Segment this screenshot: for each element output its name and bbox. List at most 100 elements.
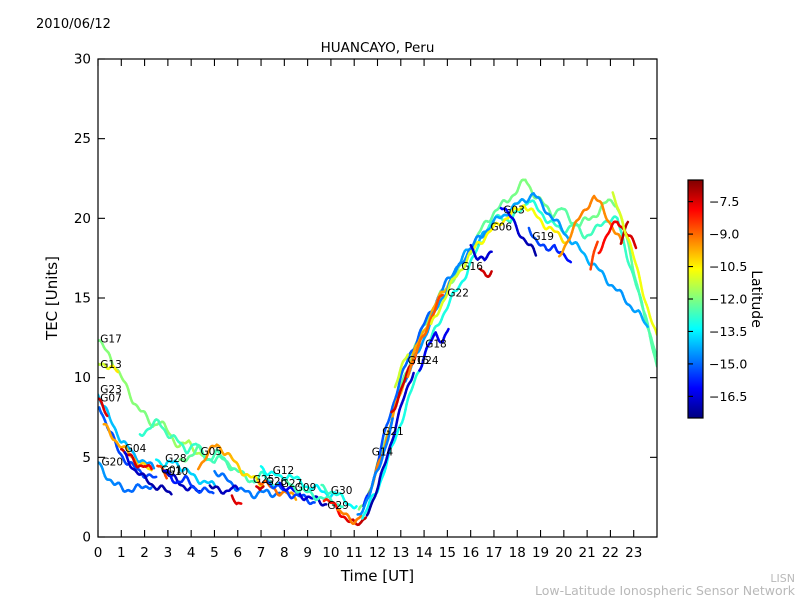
watermark-lisn: LISN	[770, 572, 795, 585]
satellite-track	[499, 206, 538, 257]
satellite-label: G19	[532, 231, 554, 243]
satellite-track	[165, 468, 215, 495]
x-tick-label: 6	[233, 545, 242, 561]
x-tick-label: 9	[303, 545, 312, 561]
satellite-track	[208, 484, 239, 495]
colorbar-tick-label: −15.0	[709, 356, 747, 371]
satellite-track	[255, 485, 265, 491]
satellite-label: G12	[273, 465, 295, 477]
x-tick-label: 15	[439, 545, 456, 561]
date-label: 2010/06/12	[36, 17, 111, 32]
satellite-label: G01	[161, 464, 183, 476]
satellite-track	[98, 362, 120, 374]
x-tick-label: 8	[280, 545, 289, 561]
satellite-label: G30	[331, 485, 353, 497]
satellite-track	[356, 417, 394, 516]
satellite-track	[597, 220, 638, 255]
satellite-label: G13	[100, 359, 122, 371]
satellite-track	[404, 192, 649, 383]
satellite-label: G26	[266, 476, 288, 488]
colorbar-tick-label: −13.5	[709, 324, 747, 339]
satellite-track	[320, 483, 358, 510]
x-tick-label: 5	[210, 545, 219, 561]
satellite-label: G23	[100, 384, 122, 396]
y-tick-label: 10	[74, 370, 91, 386]
satellite-tracks	[98, 178, 657, 527]
satellite-track	[123, 451, 173, 496]
x-tick-label: 11	[346, 545, 363, 561]
satellite-track	[98, 406, 158, 479]
x-tick-label: 22	[602, 545, 619, 561]
satellite-track	[393, 353, 410, 389]
colorbar-tick-label: −9.0	[709, 227, 739, 242]
y-tick-label: 20	[74, 211, 91, 227]
y-tick-label: 0	[82, 530, 91, 546]
y-tick-label: 5	[82, 450, 91, 466]
x-axis-label: Time [UT]	[340, 567, 414, 585]
satellite-label: G15	[408, 355, 430, 367]
satellite-label: G03	[503, 205, 525, 217]
satellite-label: G06	[491, 221, 513, 233]
watermark-network-name: Low-Latitude Ionospheric Sensor Network	[535, 583, 796, 598]
satellite-label: G20	[102, 456, 124, 468]
x-tick-label: 2	[140, 545, 149, 561]
satellite-track	[285, 479, 344, 509]
satellite-label: G24	[417, 355, 439, 367]
x-tick-label: 23	[625, 545, 642, 561]
satellite-track	[361, 199, 657, 520]
y-tick-label: 15	[74, 291, 91, 307]
satellite-track	[154, 458, 216, 486]
satellite-track	[120, 447, 153, 471]
x-tick-label: 10	[322, 545, 339, 561]
x-tick-label: 18	[509, 545, 526, 561]
x-tick-label: 13	[392, 545, 409, 561]
satellite-label: G17	[100, 334, 122, 346]
satellite-track	[213, 469, 291, 500]
satellite-track	[98, 397, 109, 418]
y-axis-label: TEC [Units]	[43, 256, 61, 341]
x-tick-label: 12	[369, 545, 386, 561]
satellite-track	[418, 327, 450, 372]
satellite-labels: G17G13G23G07G20G04G28G01G10G05G12G25G26G…	[100, 205, 554, 512]
satellite-track	[259, 465, 337, 499]
colorbar-label: Latitude	[748, 270, 764, 328]
satellite-track	[406, 293, 444, 379]
satellite-label: G16	[461, 261, 483, 273]
colorbar: −7.5 −9.0 −10.5 −12.0 −13.5 −15.0 −16.5	[687, 179, 747, 419]
y-tick-label: 30	[74, 52, 91, 68]
chart-title: HUANCAYO, Peru	[321, 40, 435, 56]
x-tick-label: 20	[555, 545, 572, 561]
x-tick-label: 21	[579, 545, 596, 561]
x-tick-label: 16	[462, 545, 479, 561]
satellite-track	[589, 240, 599, 271]
satellite-track	[98, 393, 156, 470]
satellite-label: G29	[327, 500, 349, 512]
colorbar-tick-label: −7.5	[709, 194, 739, 209]
satellite-label: G28	[165, 453, 187, 465]
x-tick-label: 3	[164, 545, 173, 561]
satellite-track	[527, 226, 573, 264]
x-tick-label: 1	[117, 545, 126, 561]
satellite-label: G10	[167, 466, 189, 478]
satellite-track	[619, 220, 630, 245]
satellite-track	[230, 494, 243, 506]
satellite-label: G22	[447, 287, 469, 299]
satellite-track	[365, 371, 415, 517]
x-tick-label: 0	[94, 545, 103, 561]
colorbar-tick-label: −16.5	[709, 389, 747, 404]
satellite-track	[478, 267, 493, 278]
x-tick-label: 4	[187, 545, 196, 561]
satellite-track	[196, 443, 265, 488]
satellite-label: G25	[253, 474, 275, 486]
x-tick-label: 17	[485, 545, 502, 561]
satellite-track	[336, 508, 363, 525]
satellite-track	[611, 191, 657, 336]
x-tick-label: 7	[257, 545, 266, 561]
y-tick-label: 25	[74, 131, 91, 147]
satellite-track	[98, 461, 153, 493]
satellite-label: G04	[125, 443, 147, 455]
satellite-label: G18	[425, 338, 447, 350]
satellite-label: G05	[201, 446, 223, 458]
